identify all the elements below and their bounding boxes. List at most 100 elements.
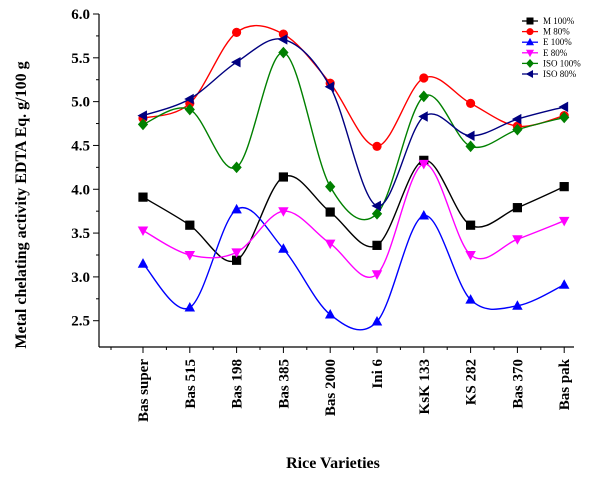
series-m-80 (138, 24, 569, 151)
data-point-e-80-ks-282 (465, 251, 476, 261)
y-tick-label: 5.0 (71, 95, 90, 111)
legend-label-iso-100: ISO 100% (543, 58, 581, 68)
data-point-e-100-bas-pak (558, 279, 570, 289)
legend-marker-iso-80 (525, 69, 534, 79)
y-tick-label: 4.0 (71, 182, 90, 198)
data-point-e-100-bas-2000 (324, 309, 336, 319)
legend-marker-e-100 (525, 37, 535, 46)
legend-label-e-80: E 80% (543, 48, 568, 58)
data-point-iso-100-bas-370 (512, 123, 523, 136)
legend-label-iso-80: ISO 80% (543, 69, 577, 79)
legend-label-m-80: M 80% (543, 27, 570, 37)
data-point-e-100-bas-515 (184, 301, 196, 312)
data-point-m-100-bas-2000 (325, 207, 335, 217)
y-tick-label: 6.0 (71, 7, 90, 23)
data-point-e-100-ksk-133 (418, 209, 430, 220)
data-point-e-80-bas-198 (231, 248, 242, 258)
series-e-80 (137, 159, 570, 280)
legend-marker-iso-100 (526, 58, 534, 68)
data-point-m-100-bas-pak (559, 182, 569, 192)
x-tick-label-ks-282: KS 282 (464, 359, 480, 405)
data-point-m-100-bas-385 (278, 172, 289, 182)
legend-marker-m-80 (526, 28, 534, 36)
series-iso-80 (137, 34, 569, 212)
legend: M 100%M 80%E 100%E 80%ISO 100%ISO 80% (522, 16, 581, 79)
axes: 2.5 3.0 3.5 4.0 4.5 5.0 5.5 6.0 Bas super Bas 515… (71, 7, 574, 422)
series-e-100 (137, 203, 570, 331)
legend-marker-e-80 (525, 49, 535, 58)
series-line-e-100 (142, 206, 565, 331)
data-point-iso-80-bas-pak (558, 101, 569, 113)
data-point-iso-80-ini-6 (371, 200, 381, 212)
data-point-iso-80-bas-198 (231, 56, 241, 68)
x-tick-label-bas-198: Bas 198 (230, 359, 246, 409)
data-point-e-80-bas-515 (184, 251, 196, 261)
x-tick-label-bas-370: Bas 370 (510, 359, 526, 409)
x-tick-label-ksk-133: KsK 133 (417, 359, 433, 414)
y-tick-label: 2.5 (71, 314, 90, 330)
data-point-iso-80-bas-385 (277, 34, 288, 45)
data-point-e-80-bas-385 (278, 207, 289, 217)
data-point-e-80-bas-super (137, 226, 149, 237)
plot-area (137, 24, 570, 331)
series-iso-100 (137, 46, 570, 221)
legend-marker-m-100 (526, 17, 534, 25)
data-point-m-100-bas-370 (512, 203, 522, 213)
data-point-iso-100-bas-198 (231, 161, 242, 174)
data-point-m-80-bas-198 (232, 27, 242, 38)
series-line-m-80 (142, 24, 565, 148)
data-point-e-80-ini-6 (371, 270, 383, 280)
data-point-m-100-bas-super (138, 192, 148, 202)
data-point-iso-100-bas-385 (278, 46, 289, 59)
x-tick-label-bas-385: Bas 385 (276, 359, 292, 409)
data-point-e-80-bas-370 (512, 235, 523, 245)
data-point-e-100-bas-385 (278, 243, 289, 253)
x-tick-label-bas-super: Bas super (136, 359, 152, 422)
data-point-m-100-ks-282 (465, 220, 476, 230)
data-point-m-80-ks-282 (466, 98, 476, 108)
data-point-e-100-bas-198 (231, 203, 242, 214)
x-tick-label-bas-pak: Bas pak (557, 358, 573, 410)
x-tick-label-bas-2000: Bas 2000 (323, 359, 339, 416)
data-point-iso-80-ksk-133 (418, 111, 428, 122)
legend-label-e-100: E 100% (543, 37, 572, 47)
data-point-iso-100-bas-super (137, 118, 149, 131)
x-tick-label-ini-6: Ini 6 (370, 359, 386, 389)
series-m-100 (138, 155, 569, 265)
y-axis-title: Metal chelating activity EDTA Eq. g/100 … (13, 61, 30, 348)
data-point-iso-100-ini-6 (371, 207, 383, 220)
data-point-m-100-ini-6 (372, 240, 382, 250)
data-point-e-100-bas-370 (512, 300, 523, 310)
data-point-e-80-ksk-133 (418, 159, 430, 170)
series-line-iso-100 (142, 51, 565, 221)
data-point-e-80-bas-2000 (324, 239, 336, 250)
data-point-e-100-ks-282 (465, 294, 476, 304)
data-point-m-80-ksk-133 (419, 73, 429, 83)
data-point-e-100-bas-super (137, 258, 149, 268)
y-tick-label: 5.5 (71, 51, 90, 67)
data-point-e-100-ini-6 (371, 316, 383, 326)
data-point-iso-100-ks-282 (465, 140, 476, 153)
series-line-iso-80 (142, 38, 565, 207)
x-tick-label-bas-515: Bas 515 (183, 359, 199, 409)
y-tick-label: 3.0 (71, 270, 90, 286)
data-point-e-80-bas-pak (558, 216, 570, 227)
data-point-iso-80-ks-282 (465, 130, 475, 142)
data-point-m-100-bas-515 (185, 220, 195, 230)
data-point-iso-100-ksk-133 (418, 90, 429, 103)
series-line-m-100 (142, 159, 565, 263)
legend-label-m-100: M 100% (543, 16, 575, 26)
data-point-iso-100-bas-pak (559, 111, 570, 124)
data-point-iso-100-bas-515 (184, 103, 195, 116)
data-point-iso-80-bas-515 (184, 93, 194, 105)
series-line-e-80 (142, 163, 565, 278)
x-axis-title: Rice Varieties (286, 455, 380, 472)
data-point-iso-80-bas-super (137, 110, 147, 121)
data-point-iso-80-bas-370 (511, 113, 522, 125)
data-point-iso-100-bas-2000 (325, 180, 336, 193)
y-tick-label: 4.5 (71, 138, 90, 154)
data-point-iso-80-bas-2000 (324, 81, 335, 92)
y-tick-label: 3.5 (71, 226, 90, 242)
data-point-m-80-ini-6 (372, 141, 382, 151)
